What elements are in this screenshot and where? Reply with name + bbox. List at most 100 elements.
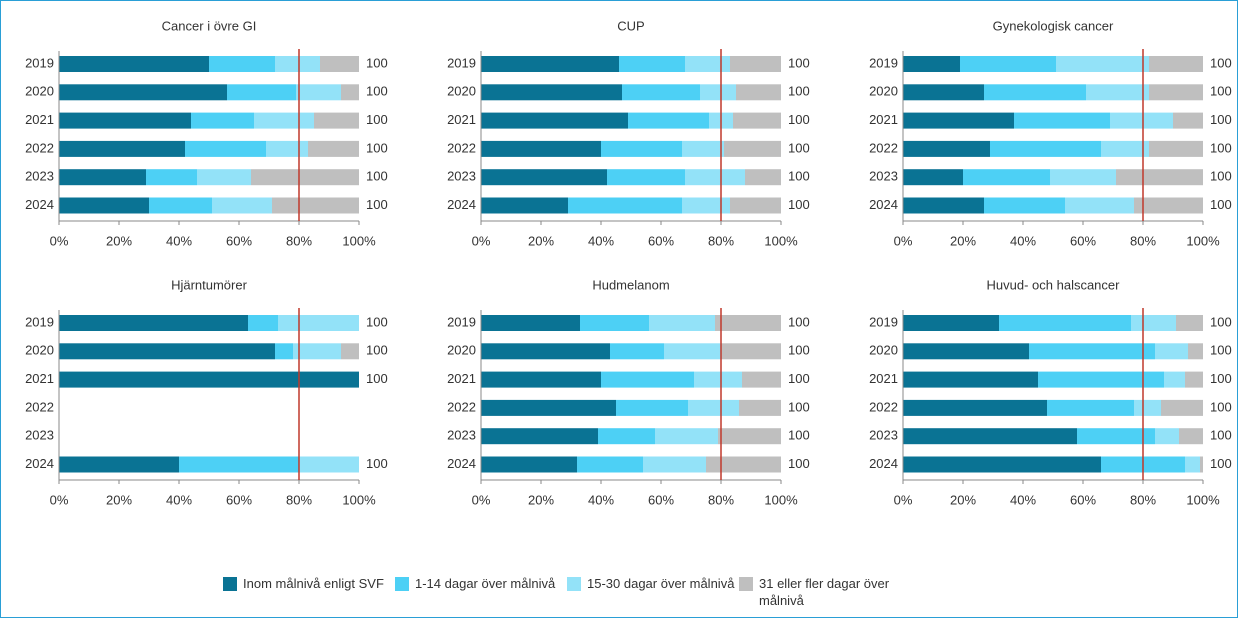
- bar-segment: [739, 399, 781, 416]
- bar-segment: [616, 399, 688, 416]
- bar-segment: [688, 399, 739, 416]
- bar-segment: [272, 197, 359, 214]
- x-tick-label: 40%: [588, 492, 614, 507]
- bar-segment: [903, 371, 1038, 388]
- legend-label: 1-14 dagar över målnivå: [415, 576, 556, 591]
- y-tick-label: 2019: [869, 314, 898, 329]
- total-label: 100: [366, 84, 388, 99]
- bar-segment: [903, 343, 1029, 360]
- bar-segment: [649, 315, 715, 331]
- bar-segment: [685, 56, 730, 72]
- bar-segment: [700, 84, 736, 101]
- bar-segment: [149, 197, 212, 214]
- bar-segment: [643, 456, 706, 473]
- y-tick-label: 2020: [447, 84, 476, 99]
- x-tick-label: 20%: [106, 233, 132, 248]
- bar-segment: [481, 140, 601, 157]
- bar-segment: [718, 428, 781, 445]
- bar-segment: [275, 343, 293, 360]
- bar-segment: [1200, 456, 1203, 473]
- bar-segment: [481, 169, 607, 186]
- y-tick-label: 2024: [869, 456, 898, 471]
- x-tick-label: 0%: [50, 233, 69, 248]
- total-label: 100: [788, 140, 810, 155]
- x-tick-label: 80%: [708, 492, 734, 507]
- bar-segment: [1176, 315, 1203, 331]
- x-tick-label: 40%: [588, 233, 614, 248]
- bar-segment: [59, 84, 227, 101]
- total-label: 100: [788, 55, 810, 70]
- bar-segment: [1086, 84, 1149, 101]
- bar-segment: [59, 140, 185, 157]
- x-tick-label: 0%: [894, 233, 913, 248]
- x-tick-label: 40%: [166, 233, 192, 248]
- bar-segment: [481, 371, 601, 388]
- bar-segment: [308, 140, 359, 157]
- y-tick-label: 2020: [447, 343, 476, 358]
- bar-segment: [341, 84, 359, 101]
- total-label: 100: [1210, 197, 1232, 212]
- y-tick-label: 2019: [25, 314, 54, 329]
- bar-segment: [619, 56, 685, 72]
- bar-segment: [59, 315, 248, 331]
- y-tick-label: 2024: [25, 456, 54, 471]
- bar-segment: [1134, 399, 1161, 416]
- total-label: 100: [788, 399, 810, 414]
- y-tick-label: 2021: [447, 371, 476, 386]
- total-label: 100: [788, 428, 810, 443]
- bar-segment: [568, 197, 682, 214]
- total-label: 100: [788, 197, 810, 212]
- total-label: 100: [788, 314, 810, 329]
- bar-segment: [248, 315, 278, 331]
- bar-segment: [278, 315, 359, 331]
- bar-segment: [706, 456, 781, 473]
- bar-segment: [1149, 56, 1203, 72]
- x-tick-label: 20%: [950, 233, 976, 248]
- bar-segment: [903, 428, 1077, 445]
- x-tick-label: 60%: [1070, 492, 1096, 507]
- x-tick-label: 80%: [286, 492, 312, 507]
- total-label: 100: [1210, 456, 1232, 471]
- bar-segment: [1164, 371, 1185, 388]
- bar-segment: [146, 169, 197, 186]
- bar-segment: [481, 112, 628, 129]
- y-tick-label: 2021: [447, 112, 476, 127]
- y-tick-label: 2021: [869, 112, 898, 127]
- total-label: 100: [788, 169, 810, 184]
- x-tick-label: 40%: [166, 492, 192, 507]
- bar-segment: [1149, 84, 1203, 101]
- bar-segment: [59, 56, 209, 72]
- bar-segment: [481, 84, 622, 101]
- bar-segment: [59, 456, 179, 473]
- y-tick-label: 2020: [869, 343, 898, 358]
- y-tick-label: 2022: [25, 140, 54, 155]
- bar-segment: [682, 140, 724, 157]
- bar-segment: [1110, 112, 1173, 129]
- bar-segment: [1185, 456, 1200, 473]
- bar-segment: [1065, 197, 1134, 214]
- y-tick-label: 2023: [869, 428, 898, 443]
- bar-segment: [999, 315, 1131, 331]
- x-tick-label: 0%: [472, 233, 491, 248]
- legend-swatch: [223, 577, 237, 591]
- x-tick-label: 60%: [1070, 233, 1096, 248]
- total-label: 100: [1210, 371, 1232, 386]
- y-tick-label: 2022: [869, 140, 898, 155]
- bar-segment: [607, 169, 685, 186]
- bar-segment: [903, 112, 1014, 129]
- y-tick-label: 2023: [447, 169, 476, 184]
- y-tick-label: 2023: [869, 169, 898, 184]
- total-label: 100: [788, 112, 810, 127]
- x-tick-label: 60%: [226, 233, 252, 248]
- y-tick-label: 2022: [869, 399, 898, 414]
- y-tick-label: 2019: [25, 55, 54, 70]
- legend-swatch: [395, 577, 409, 591]
- bar-segment: [736, 84, 781, 101]
- bar-segment: [1014, 112, 1110, 129]
- bar-segment: [481, 428, 598, 445]
- x-tick-label: 60%: [648, 492, 674, 507]
- bar-segment: [179, 456, 299, 473]
- legend-item: 1-14 dagar över målnivå: [395, 575, 555, 609]
- total-label: 100: [366, 112, 388, 127]
